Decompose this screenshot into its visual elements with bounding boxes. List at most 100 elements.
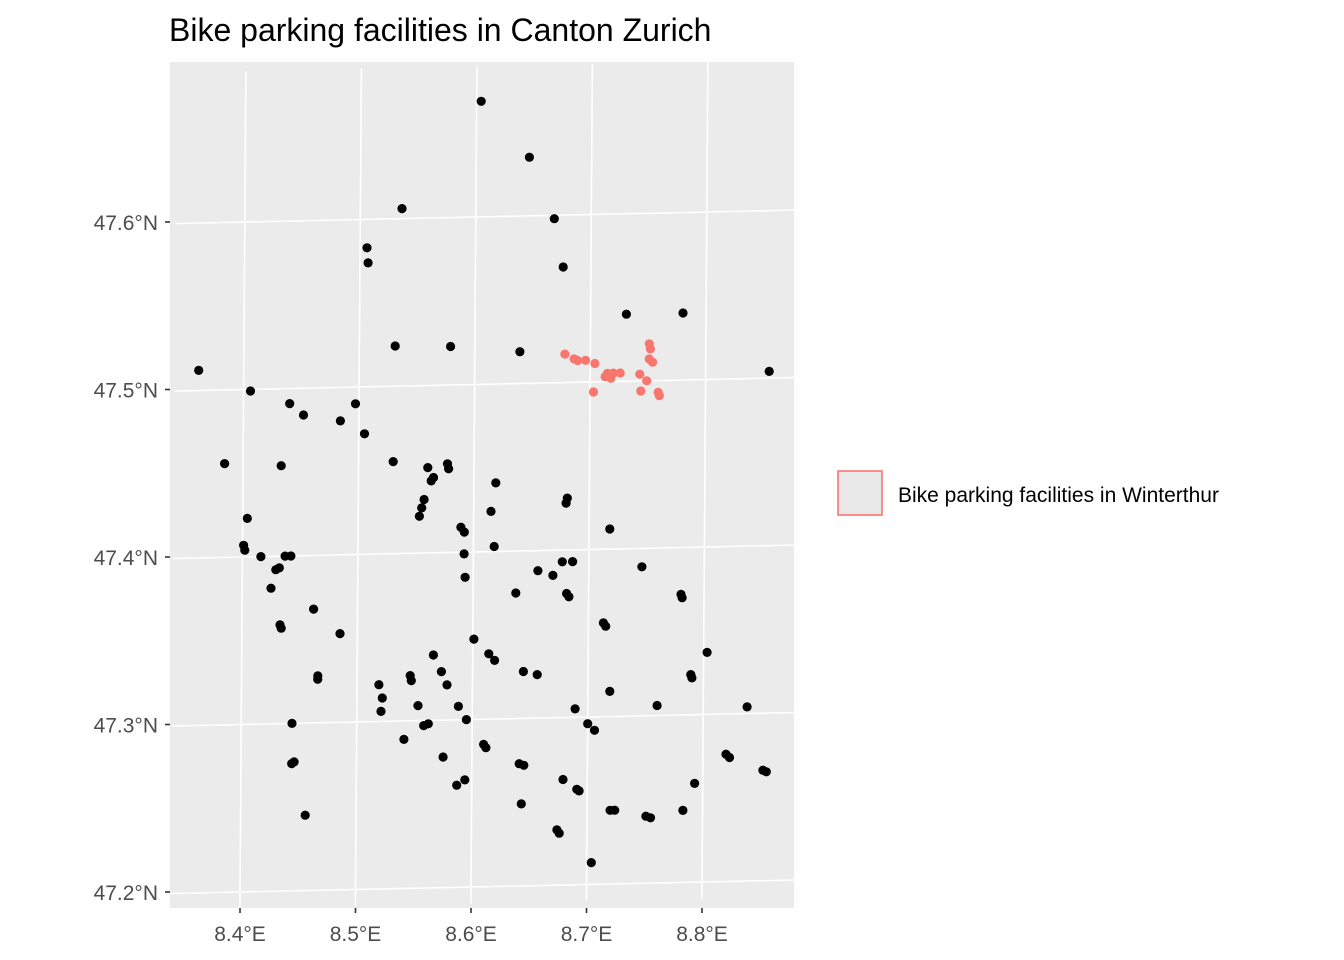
point-zurich-16 — [350, 399, 361, 409]
point-zurich-7 — [621, 309, 632, 319]
point-zurich-1 — [524, 152, 535, 162]
point-zurich-78 — [374, 680, 384, 690]
point-zurich-29 — [419, 494, 429, 505]
point-zurich-70 — [490, 655, 500, 666]
point-zurich-96 — [399, 734, 409, 745]
point-zurich-15 — [285, 399, 295, 409]
point-winterthur-15 — [642, 376, 652, 386]
gridline-lat-0 — [170, 879, 795, 895]
point-zurich-2 — [397, 204, 407, 214]
point-zurich-25 — [444, 464, 454, 474]
point-zurich-28 — [491, 478, 501, 488]
point-zurich-98 — [481, 743, 491, 753]
y-tick-label-4: 47.6°N — [94, 212, 158, 235]
point-zurich-87 — [570, 704, 580, 714]
point-zurich-41 — [489, 541, 499, 552]
point-zurich-71 — [436, 667, 446, 677]
point-zurich-81 — [687, 673, 697, 683]
x-tick-label-2: 8.6°E — [445, 923, 497, 946]
point-zurich-32 — [417, 503, 427, 513]
legend-label-winterthur: Bike parking facilities in Winterthur — [898, 484, 1219, 507]
point-zurich-68 — [484, 649, 494, 659]
point-zurich-51 — [637, 562, 647, 572]
point-zurich-101 — [287, 759, 297, 769]
point-winterthur-7 — [615, 368, 625, 378]
y-tick-label-3: 47.5°N — [94, 380, 158, 403]
gridline-lon-1 — [354, 68, 363, 907]
point-zurich-55 — [511, 588, 521, 598]
point-zurich-113 — [690, 778, 700, 789]
x-tick-label-1: 8.5°E — [330, 923, 382, 946]
point-zurich-105 — [519, 760, 529, 770]
point-zurich-123 — [586, 858, 596, 868]
point-zurich-17 — [298, 410, 309, 420]
point-zurich-24 — [423, 463, 433, 473]
point-zurich-37 — [459, 527, 469, 537]
point-zurich-31 — [561, 498, 571, 508]
point-zurich-44 — [256, 552, 266, 562]
point-zurich-34 — [414, 511, 424, 521]
point-zurich-43 — [280, 551, 290, 561]
point-zurich-20 — [220, 459, 230, 469]
point-zurich-107 — [761, 767, 771, 777]
point-zurich-110 — [558, 774, 568, 785]
point-winterthur-0 — [560, 349, 570, 359]
x-tick-label-3: 8.7°E — [561, 923, 613, 946]
series-zurich-points — [194, 96, 774, 868]
point-zurich-85 — [453, 701, 463, 712]
point-zurich-112 — [574, 786, 584, 796]
point-zurich-69 — [702, 647, 712, 658]
point-zurich-14 — [245, 386, 256, 396]
point-zurich-38 — [605, 524, 615, 534]
legend: Bike parking facilities in Winterthur — [837, 470, 1219, 516]
x-tick-label-4: 8.8°E — [676, 923, 728, 946]
point-zurich-21 — [276, 461, 286, 471]
gridline-lat-4 — [175, 209, 795, 225]
axis-ticks: 8.4°E 8.5°E 8.6°E 8.7°E 8.8°E 47.2°N 47.3°N 47.… — [94, 212, 728, 946]
y-tick-label-1: 47.3°N — [94, 715, 158, 738]
point-zurich-94 — [583, 719, 593, 729]
point-winterthur-4 — [590, 358, 600, 369]
point-zurich-10 — [446, 341, 456, 352]
point-zurich-59 — [677, 593, 687, 603]
point-zurich-62 — [276, 623, 286, 633]
point-zurich-6 — [558, 262, 568, 272]
gridline-lon-4 — [701, 61, 709, 899]
point-zurich-90 — [287, 718, 297, 729]
y-tick-label-0: 47.2°N — [94, 882, 158, 905]
point-zurich-77 — [406, 676, 416, 686]
point-winterthur-19 — [654, 391, 664, 401]
point-zurich-114 — [516, 799, 526, 809]
point-zurich-66 — [469, 634, 479, 644]
point-zurich-95 — [589, 725, 600, 735]
point-zurich-88 — [652, 700, 662, 711]
point-zurich-115 — [300, 810, 310, 820]
point-zurich-45 — [459, 549, 469, 559]
point-zurich-99 — [438, 752, 448, 762]
gridline-lon-0 — [239, 71, 247, 909]
point-zurich-4 — [362, 243, 372, 253]
point-zurich-54 — [266, 583, 276, 593]
point-zurich-27 — [426, 476, 436, 486]
point-zurich-18 — [335, 416, 345, 426]
point-zurich-5 — [363, 258, 373, 268]
x-tick-label-0: 8.4°E — [214, 923, 266, 946]
point-winterthur-16 — [588, 387, 599, 397]
point-zurich-120 — [645, 813, 656, 823]
point-winterthur-10 — [635, 369, 645, 379]
point-zurich-65 — [335, 629, 345, 639]
point-zurich-108 — [460, 775, 470, 785]
point-zurich-79 — [442, 680, 452, 690]
point-zurich-117 — [610, 805, 620, 815]
point-zurich-60 — [309, 604, 319, 614]
point-zurich-13 — [764, 366, 774, 376]
point-zurich-73 — [313, 674, 323, 684]
point-zurich-83 — [605, 686, 615, 697]
point-zurich-89 — [742, 702, 752, 712]
point-zurich-3 — [549, 214, 559, 224]
gridline-lat-3 — [174, 376, 795, 392]
gridline-lon-2 — [470, 66, 478, 904]
point-zurich-74 — [518, 666, 529, 677]
point-zurich-82 — [377, 693, 387, 703]
